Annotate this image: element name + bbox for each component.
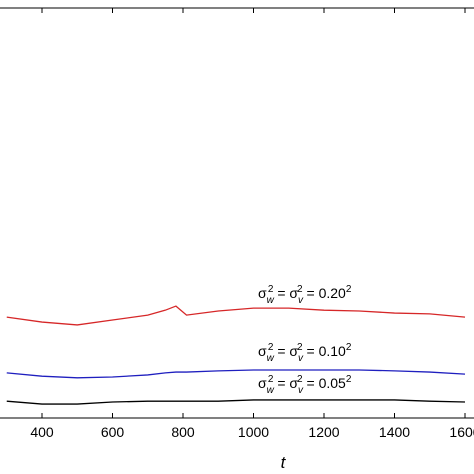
annotation-part: = 0.20 <box>303 285 346 301</box>
annotation-part: = σ <box>273 285 298 301</box>
annotation-part: σ <box>258 375 267 391</box>
annotation-part: 2 <box>297 342 303 353</box>
x-tick-label: 1600 <box>449 424 474 440</box>
annotation-part: 2 <box>268 342 274 353</box>
annotation-part: v <box>298 295 304 306</box>
x-tick-label: 1400 <box>379 424 410 440</box>
series-line <box>6 369 466 379</box>
annotation: σw2 = σv2 = 0.052 <box>258 374 352 396</box>
annotation-part: 2 <box>346 342 352 353</box>
annotation-part: v <box>298 385 304 396</box>
annotation-part: 2 <box>297 374 303 385</box>
annotation-part: = σ <box>273 375 298 391</box>
series-line <box>6 305 466 326</box>
annotation-part: = 0.10 <box>303 343 346 359</box>
x-tick-label: 1200 <box>308 424 339 440</box>
annotation-part: = σ <box>273 343 298 359</box>
annotation-part: v <box>298 353 304 364</box>
annotation-part: 2 <box>268 284 274 295</box>
x-tick-label: 800 <box>171 424 195 440</box>
series-line <box>6 399 466 405</box>
annotation-part: 2 <box>297 284 303 295</box>
annotation: σw2 = σv2 = 0.202 <box>258 284 352 306</box>
x-axis-label: t <box>281 453 287 472</box>
annotation: σw2 = σv2 = 0.102 <box>258 342 352 364</box>
annotation-part: w <box>267 295 275 306</box>
annotation-part: w <box>267 385 275 396</box>
annotation-part: = 0.05 <box>303 375 346 391</box>
plot-frame <box>0 7 474 419</box>
annotation-part: w <box>267 353 275 364</box>
x-tick-label: 1000 <box>238 424 269 440</box>
annotation-part: 2 <box>268 374 274 385</box>
annotation-part: σ <box>258 285 267 301</box>
annotation-part: σ <box>258 343 267 359</box>
annotation-part: 2 <box>346 284 352 295</box>
x-tick-label: 400 <box>30 424 54 440</box>
annotation-part: 2 <box>346 374 352 385</box>
x-tick-label: 600 <box>101 424 125 440</box>
